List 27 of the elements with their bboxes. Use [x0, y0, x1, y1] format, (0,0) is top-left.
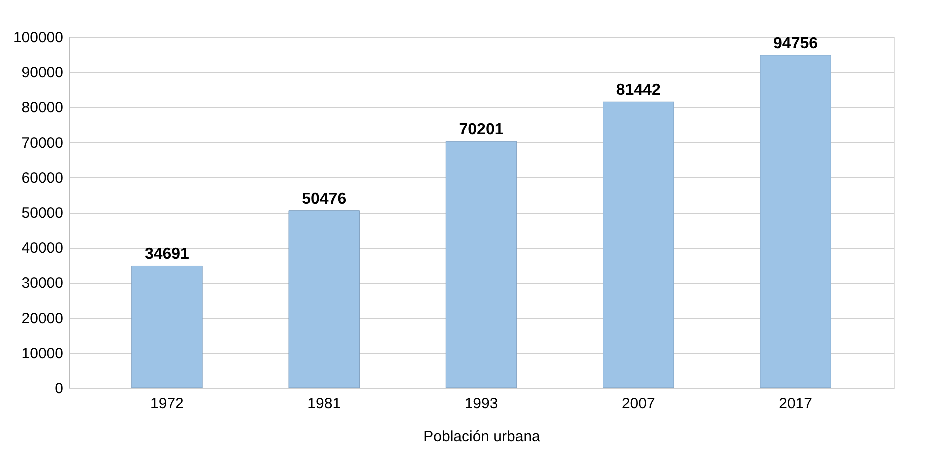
x-tick-label: 2007 — [622, 396, 656, 412]
x-axis-title: Población urbana — [424, 428, 542, 446]
bar — [288, 210, 360, 388]
bar — [760, 55, 832, 388]
y-tick-label: 0 — [55, 380, 64, 398]
bar — [603, 102, 674, 388]
x-tick-label: 1972 — [150, 396, 184, 412]
y-tick-label: 70000 — [22, 134, 64, 152]
data-label: 70201 — [459, 122, 504, 139]
data-label: 34691 — [144, 246, 190, 264]
bar — [446, 141, 518, 388]
data-label: 50476 — [302, 190, 347, 208]
y-tick-label: 90000 — [22, 64, 64, 82]
bar — [132, 266, 203, 388]
y-tick-label: 20000 — [22, 310, 64, 328]
y-tick-label: 10000 — [22, 345, 64, 362]
y-tick-label: 80000 — [22, 100, 64, 117]
y-tick-label: 60000 — [22, 170, 64, 187]
y-tick-label: 100000 — [13, 30, 64, 46]
data-label: 81442 — [616, 82, 661, 100]
x-tick-label: 1981 — [308, 396, 342, 412]
x-tick-label: 1993 — [464, 396, 498, 412]
y-tick-label: 30000 — [22, 275, 64, 292]
y-tick-label: 40000 — [22, 240, 64, 258]
y-tick-label: 50000 — [22, 205, 64, 222]
data-label: 94756 — [774, 35, 818, 52]
x-tick-label: 2017 — [779, 396, 812, 412]
